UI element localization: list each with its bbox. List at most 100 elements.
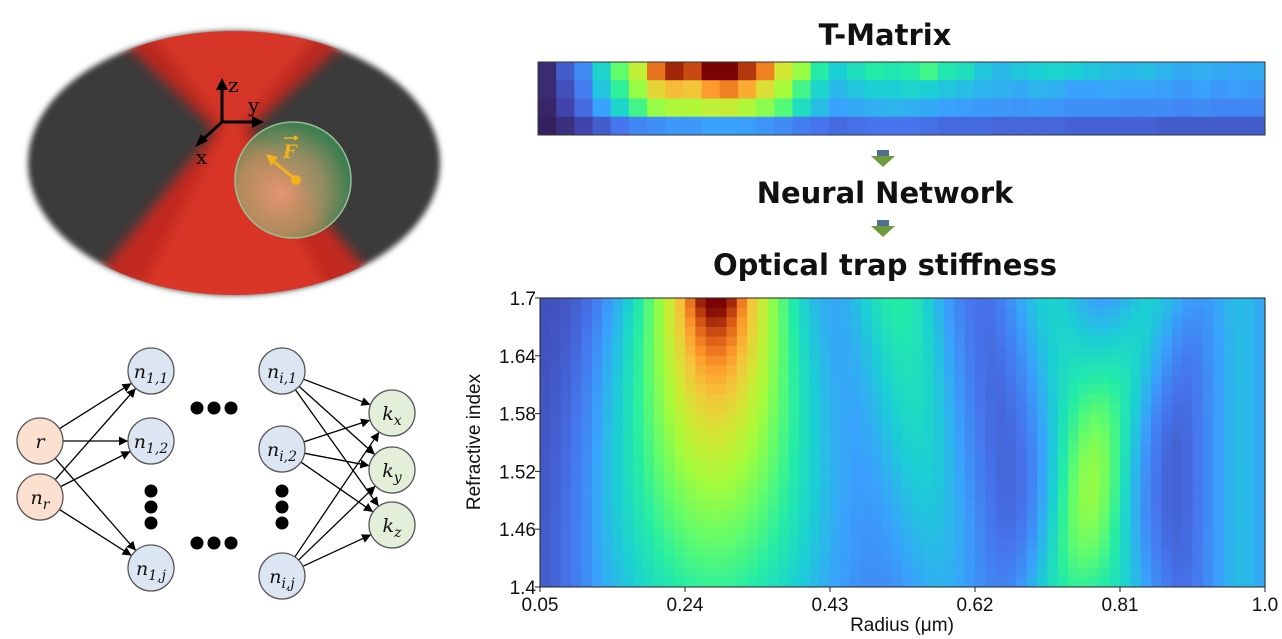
heatmap-cell: [1047, 355, 1059, 367]
heatmap-cell: [778, 490, 790, 501]
heatmap-cell: [1192, 375, 1204, 386]
heatmap-cell: [653, 500, 665, 511]
heatmap-cell: [1244, 548, 1256, 559]
heatmap-cell: [1047, 558, 1059, 569]
heatmap-cell: [1182, 452, 1194, 463]
heatmap-cell: [1140, 538, 1152, 550]
heatmap-cell: [747, 529, 759, 540]
heatmap-cell: [871, 298, 883, 309]
heatmap-cell: [622, 355, 634, 367]
y-axis-label: y: [247, 93, 260, 117]
t-matrix-cell: [865, 98, 884, 118]
heatmap-cell: [581, 307, 593, 318]
heatmap-cell: [1078, 423, 1090, 434]
heatmap-cell: [778, 413, 790, 424]
heatmap-cell: [1161, 432, 1173, 444]
heatmap-cell: [1130, 461, 1142, 472]
heatmap-cell: [964, 336, 976, 347]
heatmap-cell: [664, 442, 676, 453]
heatmap-cell: [747, 298, 759, 309]
heatmap-cell: [1068, 567, 1080, 578]
heatmap-cell: [1213, 490, 1225, 501]
t-matrix-cell: [1083, 62, 1102, 81]
heatmap-cell: [985, 375, 997, 386]
heatmap-cell: [633, 375, 645, 386]
heatmap-cell: [622, 577, 634, 587]
heatmap-cell: [736, 567, 748, 578]
t-matrix-cell: [1137, 62, 1157, 81]
heatmap-cell: [892, 490, 904, 501]
heatmap-cell: [685, 403, 696, 415]
heatmap-cell: [736, 529, 748, 540]
heatmap-cell: [612, 509, 624, 521]
t-matrix-cell: [592, 116, 612, 136]
heatmap-cell: [809, 336, 821, 347]
heatmap-cell: [695, 307, 707, 318]
heatmap-cell: [912, 394, 924, 405]
heatmap-cell: [757, 394, 769, 405]
heatmap-cell: [912, 365, 924, 376]
t-matrix-cell: [592, 62, 612, 81]
heatmap-cell: [1120, 432, 1131, 444]
heatmap-cell: [705, 355, 717, 367]
heatmap-cell: [1182, 558, 1194, 569]
heatmap-cell: [716, 481, 728, 492]
heatmap-cell: [881, 548, 893, 559]
heatmap-cell: [1120, 346, 1131, 357]
heatmap-cell: [1057, 538, 1069, 550]
heatmap-cell: [716, 326, 728, 338]
heatmap-cell: [560, 375, 572, 386]
heatmap-cell: [747, 471, 759, 482]
heatmap-cell: [705, 423, 717, 434]
heatmap-cell: [1233, 567, 1245, 578]
heatmap-cell: [923, 461, 935, 472]
heatmap-cell: [705, 471, 717, 482]
heatmap-cell: [550, 500, 562, 511]
heatmap-cell: [653, 558, 665, 569]
heatmap-cell: [591, 432, 603, 444]
heatmap-cell: [923, 452, 935, 463]
network-edge: [300, 461, 374, 513]
heatmap-cell: [685, 307, 696, 318]
heatmap-cell: [1026, 529, 1038, 540]
t-matrix-cell: [719, 116, 739, 136]
heatmap-cell: [1088, 567, 1100, 578]
heatmap-cell: [881, 567, 893, 578]
heatmap-cell: [1213, 519, 1225, 530]
heatmap-cell: [1088, 326, 1100, 338]
heatmap-cell: [1182, 403, 1194, 415]
heatmap-cell: [830, 461, 841, 472]
heatmap-cell: [954, 336, 966, 347]
heatmap-cell: [923, 423, 935, 434]
heatmap-cell: [1047, 577, 1059, 587]
heatmap-cell: [747, 346, 759, 357]
heatmap-cell: [1244, 577, 1256, 587]
heatmap-cell: [716, 394, 728, 405]
heatmap-cell: [1099, 442, 1111, 453]
heatmap-cell: [788, 336, 800, 347]
t-matrix-cell: [810, 62, 830, 81]
heatmap-cell: [747, 423, 759, 434]
heatmap-cell: [1161, 529, 1173, 540]
heatmap-cell: [778, 432, 790, 444]
heatmap-cell: [736, 548, 748, 559]
heatmap-cell: [1099, 394, 1111, 405]
heatmap-cell: [840, 432, 852, 444]
heatmap-cell: [995, 298, 1007, 309]
heatmap-cell: [1151, 519, 1163, 530]
heatmap-cell: [881, 577, 893, 587]
heatmap-cell: [664, 567, 676, 578]
coordinate-axes: [195, 78, 264, 147]
heatmap-cell: [1254, 365, 1265, 376]
hidden-node-first-layer: n1,2: [127, 417, 175, 465]
heatmap-cell: [861, 500, 873, 511]
heatmap-cell: [975, 432, 986, 444]
heatmap-cell: [685, 384, 696, 395]
heatmap-cell: [653, 355, 665, 367]
heatmap-cell: [798, 500, 810, 511]
heatmap-cell: [778, 500, 790, 511]
t-matrix-cell: [846, 98, 866, 118]
heatmap-cell: [622, 432, 634, 444]
heatmap-cell: [560, 442, 572, 453]
heatmap-cell: [653, 529, 665, 540]
